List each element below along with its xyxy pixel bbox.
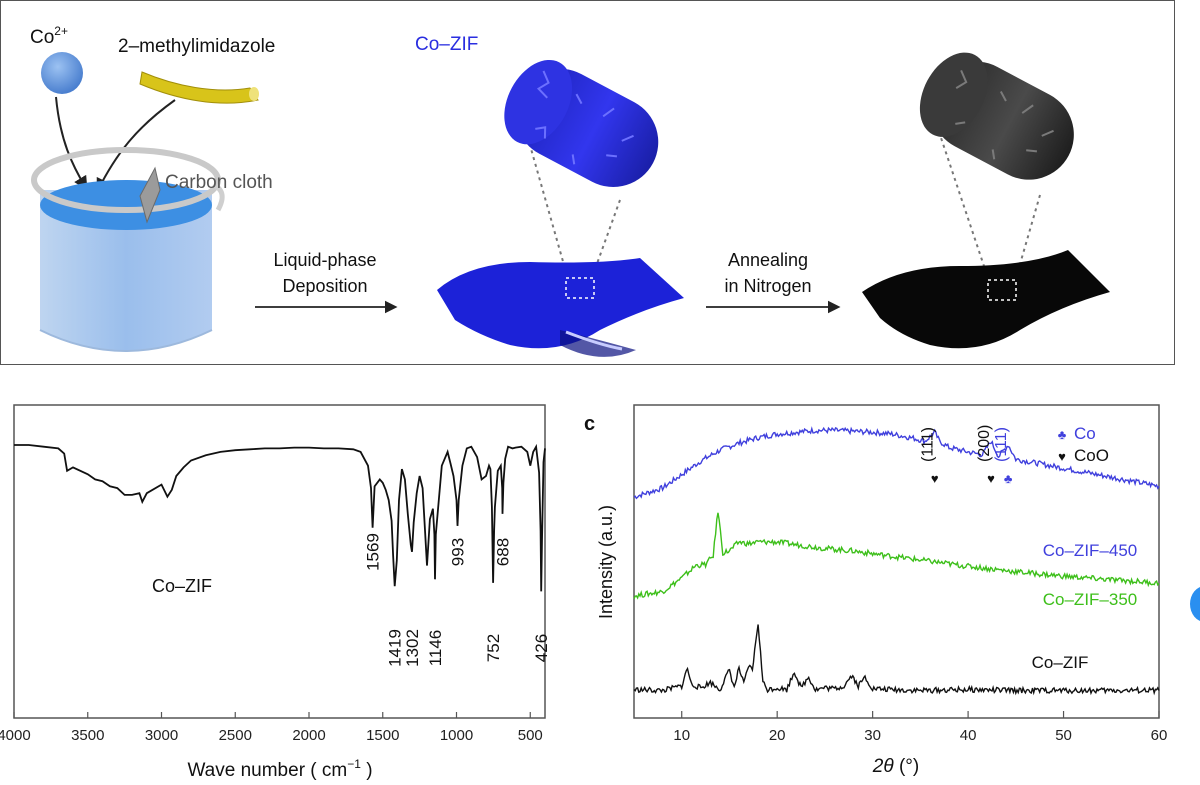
xrd-legend-symbol: ♥ xyxy=(1058,449,1066,464)
ftir-chart: 4000 3500 3000 2500 2000 1500 1000 500 1569 1419… xyxy=(0,404,552,781)
ftir-peak-label: 1146 xyxy=(426,630,445,667)
ftir-x-tick-label: 2000 xyxy=(292,727,325,744)
zif-zoom-box xyxy=(565,277,595,299)
ftir-peak-label: 993 xyxy=(449,538,468,566)
beaker xyxy=(31,147,225,352)
xrd-peak-marker-label: (111) xyxy=(920,427,937,462)
xrd-peak-marker-label: (200) xyxy=(976,425,993,462)
xrd-peak-marker-label: (111) xyxy=(993,427,1010,462)
ligand-end xyxy=(249,87,259,101)
xrd-series-lines xyxy=(633,426,1160,696)
xrd-series-label: Co–ZIF–350 xyxy=(1043,590,1138,609)
step2-label-line2: in Nitrogen xyxy=(724,276,811,296)
ftir-x-axis: 4000 3500 3000 2500 2000 1500 1000 500 xyxy=(0,712,543,744)
ftir-series-label: Co–ZIF xyxy=(152,576,212,596)
side-scroll-button[interactable] xyxy=(1190,586,1200,622)
ftir-peak-label: 1419 xyxy=(386,629,405,667)
xrd-x-tick-label: 60 xyxy=(1151,727,1168,744)
xrd-x-tick-label: 30 xyxy=(864,727,881,744)
xrd-x-axis: 10 20 30 40 50 60 xyxy=(673,711,1167,744)
zif-label: Co–ZIF xyxy=(415,34,478,55)
step1-label-line1: Liquid-phase xyxy=(273,250,376,270)
arrow-ion-to-beaker xyxy=(55,96,88,191)
xrd-series-labels: Co–ZIF–450 Co–ZIF–350 Co–ZIF xyxy=(1032,541,1138,672)
ftir-x-tick-label: 1500 xyxy=(366,727,399,744)
ftir-peak-label: 752 xyxy=(484,634,503,662)
xrd-peak-marker-symbol: ♥ xyxy=(931,471,939,486)
xrd-peak-markers: ♥ (111) ♥ (200) ♣ (111) xyxy=(920,425,1013,486)
ligand-molecule xyxy=(139,71,259,104)
xrd-x-axis-title: 2θ (°) xyxy=(872,756,919,777)
arrow-ligand-to-beaker xyxy=(96,99,176,193)
xrd-series-label: Co–ZIF xyxy=(1032,653,1089,672)
synthesis-scheme: Co2+ 2–methylimidazole Carbon cloth Liqu… xyxy=(30,24,1110,357)
xrd-panel-letter: c xyxy=(584,413,595,435)
ftir-x-tick-label: 3000 xyxy=(145,727,178,744)
ftir-x-tick-label: 3500 xyxy=(71,727,104,744)
ftir-plot-frame xyxy=(13,404,546,719)
xrd-legend-symbol: ♣ xyxy=(1058,427,1067,442)
ftir-x-axis-title: Wave number ( cm−1 ) xyxy=(187,757,372,781)
ftir-peak-label: 426 xyxy=(532,634,551,662)
xrd-series-line xyxy=(633,624,1160,696)
xrd-series-label: Co–ZIF–450 xyxy=(1043,541,1138,560)
co-ion-sphere xyxy=(41,52,83,94)
xrd-y-axis-title: Intensity (a.u.) xyxy=(596,505,616,619)
zif-cloth xyxy=(437,258,684,349)
ftir-peak-label: 1302 xyxy=(403,629,422,667)
xrd-series-line xyxy=(633,512,1160,600)
ftir-x-tick-label: 2500 xyxy=(219,727,252,744)
synthesis-scheme-panel xyxy=(0,0,1175,365)
ftir-x-tick-label: 500 xyxy=(518,727,543,744)
xrd-peak-marker-symbol: ♣ xyxy=(1004,471,1013,486)
xrd-peak-marker-symbol: ♥ xyxy=(987,471,995,486)
xrd-x-tick-label: 10 xyxy=(673,727,690,744)
carbon-cloth-piece xyxy=(139,166,161,224)
xrd-legend-label: Co xyxy=(1074,424,1096,443)
carbonized-zoom-box xyxy=(987,279,1017,301)
step2-label-line1: Annealing xyxy=(728,250,808,270)
ftir-x-tick-label: 4000 xyxy=(0,727,31,744)
xrd-x-tick-label: 50 xyxy=(1055,727,1072,744)
xrd-x-tick-label: 20 xyxy=(769,727,786,744)
step1-label-line2: Deposition xyxy=(282,276,367,296)
zif-fiber-zoom xyxy=(504,59,659,297)
carbon-cloth-label: Carbon cloth xyxy=(165,172,273,193)
carbonized-fiber-zoom xyxy=(919,52,1074,279)
xrd-legend-label: CoO xyxy=(1074,446,1109,465)
xrd-x-tick-label: 40 xyxy=(960,727,977,744)
ligand-label: 2–methylimidazole xyxy=(118,36,275,57)
zif-cloth-highlight xyxy=(565,330,623,351)
xrd-series-line xyxy=(633,426,1160,500)
ftir-x-tick-label: 1000 xyxy=(440,727,473,744)
co-ion-label: Co2+ xyxy=(30,24,68,48)
xrd-legend: ♣ Co ♥ CoO xyxy=(1058,424,1109,465)
ftir-series-line xyxy=(14,443,546,592)
xrd-plot-frame xyxy=(633,404,1160,719)
carbonized-cloth xyxy=(862,250,1110,349)
ftir-peak-label: 688 xyxy=(494,538,513,566)
ftir-peak-label: 1569 xyxy=(364,533,383,571)
